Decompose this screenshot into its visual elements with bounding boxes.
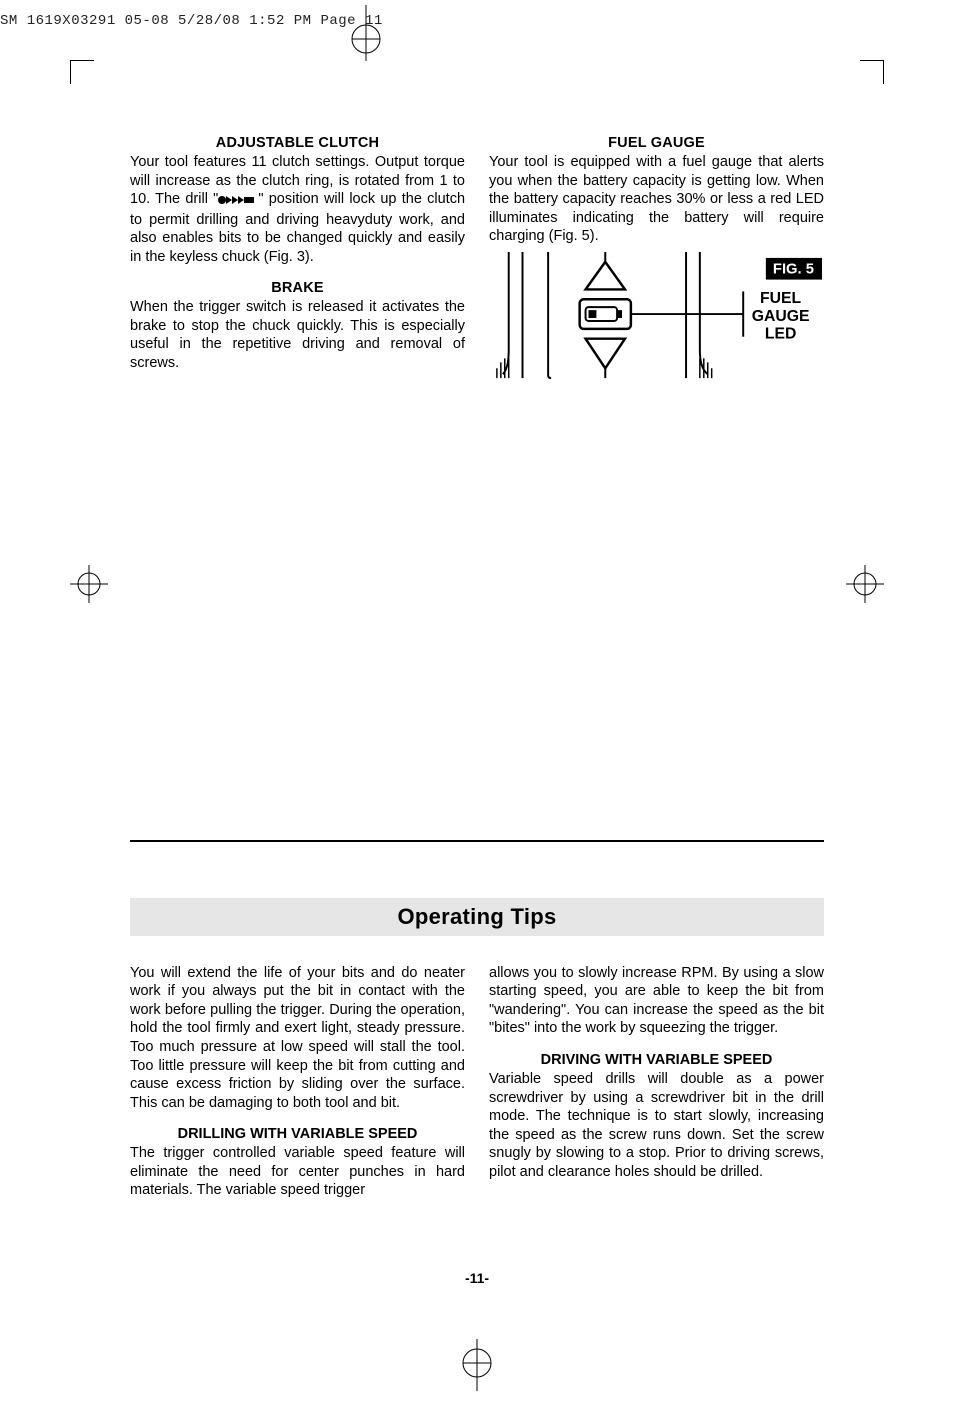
tips-left-para1: You will extend the life of your bits an… [130, 964, 465, 1112]
operating-tips-heading: Operating Tips [130, 898, 824, 936]
drill-icon [218, 192, 258, 211]
heading-fuel-gauge: FUEL GAUGE [489, 135, 824, 151]
page-content: ADJUSTABLE CLUTCH Your tool features 11 … [130, 135, 824, 1200]
crop-mark-tr [860, 60, 884, 84]
body-brake: When the trigger switch is released it a… [130, 298, 465, 372]
header-line: SM 1619X03291 05-08 5/28/08 1:52 PM Page… [0, 13, 383, 29]
printer-mark-top [345, 5, 387, 66]
divider-rule [130, 840, 824, 842]
svg-text:FUEL: FUEL [760, 290, 802, 307]
heading-adjustable-clutch: ADJUSTABLE CLUTCH [130, 135, 465, 151]
body-adjustable-clutch: Your tool features 11 clutch settings. O… [130, 153, 465, 266]
registration-mark-right [846, 565, 884, 608]
crop-mark-tl [70, 60, 94, 84]
tips-right-column: allows you to slowly increase RPM. By us… [489, 964, 824, 1200]
tips-left-column: You will extend the life of your bits an… [130, 964, 465, 1200]
tips-left-para2: The trigger controlled variable speed fe… [130, 1144, 465, 1200]
left-column: ADJUSTABLE CLUTCH Your tool features 11 … [130, 135, 465, 380]
figure-5: FIG. 5 FUEL GAUGE LED [489, 252, 824, 380]
fig5-box-label: FIG. 5 [773, 261, 814, 277]
heading-driving-variable: DRIVING WITH VARIABLE SPEED [489, 1052, 824, 1068]
page-number: -11- [0, 1270, 954, 1286]
body-fuel-gauge: Your tool is equipped with a fuel gauge … [489, 153, 824, 246]
tips-right-para2: Variable speed drills will double as a p… [489, 1070, 824, 1181]
svg-text:GAUGE: GAUGE [752, 308, 810, 325]
heading-drilling-variable: DRILLING WITH VARIABLE SPEED [130, 1126, 465, 1142]
registration-mark-left [70, 565, 108, 608]
printer-mark-bottom [456, 1339, 498, 1396]
svg-text:LED: LED [765, 325, 797, 342]
right-column: FUEL GAUGE Your tool is equipped with a … [489, 135, 824, 380]
heading-brake: BRAKE [130, 280, 465, 296]
tips-right-para1: allows you to slowly increase RPM. By us… [489, 964, 824, 1038]
